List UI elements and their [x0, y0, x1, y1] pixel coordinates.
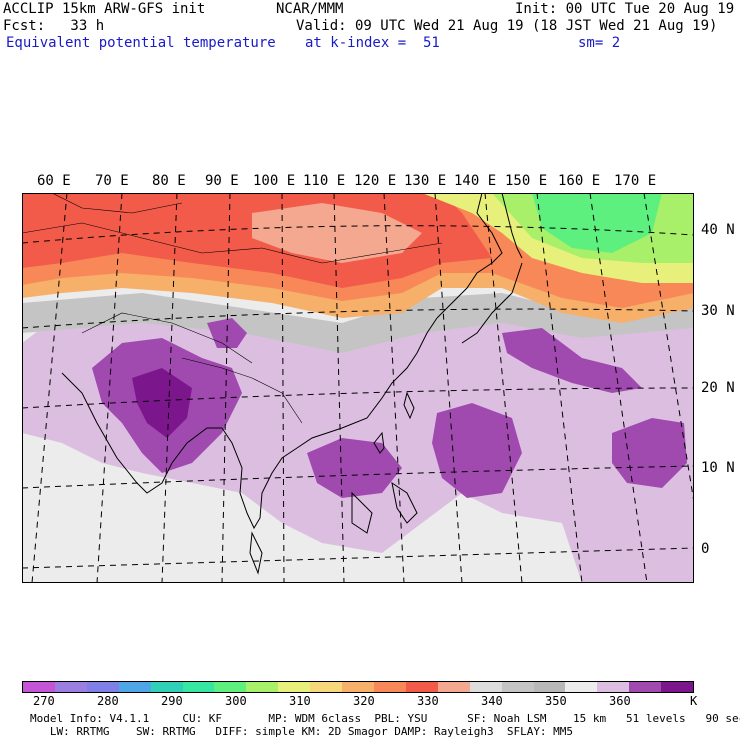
lon-label: 140 E [454, 173, 497, 189]
dark-purple-india [132, 368, 192, 438]
colorbar-label: 340 [481, 694, 503, 708]
lon-label: 150 E [505, 173, 548, 189]
colorbar-swatch [310, 682, 343, 692]
colorbar-unit: K [690, 694, 698, 708]
purple-philippine-sea [432, 403, 522, 498]
lon-label: 90 E [205, 173, 239, 189]
colorbar-swatch [23, 682, 55, 692]
colorbar-swatch [246, 682, 279, 692]
lon-label: 70 E [95, 173, 129, 189]
map-frame [22, 193, 694, 583]
colorbar [22, 681, 694, 693]
lon-label: 80 E [152, 173, 186, 189]
colorbar-label: 270 [33, 694, 55, 708]
colorbar-swatch [597, 682, 630, 692]
init-time: Init: 00 UTC Tue 20 Aug 19 [515, 1, 735, 17]
latlon-grid [22, 193, 694, 583]
colorbar-swatch [150, 682, 183, 692]
colorbar-swatch [565, 682, 598, 692]
colorbar-label: 290 [161, 694, 183, 708]
model-info: Model Info: V4.1.1 CU: KF MP: WDM 6class… [30, 712, 740, 725]
lon-label: 130 E [404, 173, 447, 189]
lat-label: 10 N [701, 460, 735, 476]
lon-label: 110 E [303, 173, 346, 189]
colorbar-swatch [533, 682, 566, 692]
title-model: ACCLIP 15km ARW-GFS init [3, 1, 206, 17]
colorbar-swatch [86, 682, 119, 692]
lon-label: 170 E [614, 173, 657, 189]
colorbar-swatch [501, 682, 534, 692]
lon-label: 100 E [253, 173, 296, 189]
light-red-patch [252, 203, 422, 263]
theta-e-map [22, 193, 694, 583]
colorbar-swatch [214, 682, 247, 692]
purple-tibet [207, 318, 247, 348]
colorbar-swatch [342, 682, 374, 692]
purple-subtropic-pacific [502, 328, 642, 393]
colorbar-label: 320 [353, 694, 375, 708]
gray-band [22, 293, 694, 353]
colorbar-label: 330 [417, 694, 439, 708]
colorbar-swatch [373, 682, 406, 692]
colorbar-swatch [54, 682, 87, 692]
lon-label: 60 E [37, 173, 71, 189]
colorbar-swatch [278, 682, 311, 692]
lon-label: 120 E [354, 173, 397, 189]
purple-scs [307, 438, 402, 498]
lat-label: 30 N [701, 303, 735, 319]
valid-time: Valid: 09 UTC Wed 21 Aug 19 (18 JST Wed … [296, 18, 718, 34]
green-region [532, 193, 662, 253]
colorbar-swatch [118, 682, 151, 692]
lon-label: 160 E [558, 173, 601, 189]
colorbar-swatch [661, 682, 694, 692]
colorbar-label: 280 [97, 694, 119, 708]
lat-label: 0 [701, 541, 710, 557]
colorbar-swatch [437, 682, 470, 692]
level-index: at k-index = 51 [305, 35, 440, 51]
colorbar-swatch [405, 682, 438, 692]
colorbar-label: 350 [545, 694, 567, 708]
forecast-hour: Fcst: 33 h [3, 18, 105, 34]
country-borders [22, 193, 443, 424]
lat-label: 40 N [701, 222, 735, 238]
colorbar-label: 300 [225, 694, 247, 708]
colorbar-swatch [629, 682, 662, 692]
title-institution: NCAR/MMM [276, 1, 344, 17]
field-name: Equivalent potential temperature [6, 35, 276, 51]
colorbar-swatch [182, 682, 215, 692]
lat-label: 20 N [701, 380, 735, 396]
model-physics: LW: RRTMG SW: RRTMG DIFF: simple KM: 2D … [30, 725, 574, 738]
smoothing: sm= 2 [578, 35, 621, 51]
colorbar-label: 310 [289, 694, 311, 708]
colorbar-label: 360 [609, 694, 631, 708]
colorbar-swatch [469, 682, 502, 692]
